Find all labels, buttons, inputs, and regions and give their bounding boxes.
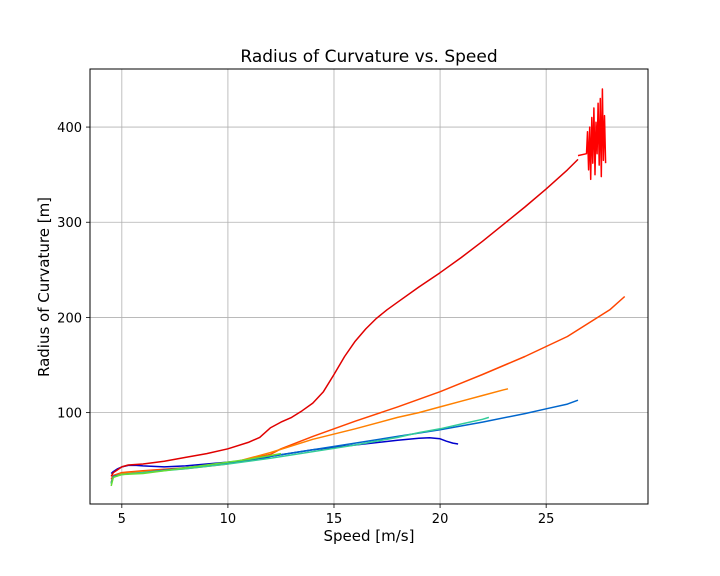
series-line-5 bbox=[110, 388, 509, 483]
y-tick-label: 400 bbox=[57, 121, 82, 136]
y-tick-label: 200 bbox=[57, 311, 82, 326]
grid bbox=[90, 69, 648, 504]
series-line-8 bbox=[110, 452, 282, 487]
x-axis-ticks: 5 10 15 20 25 bbox=[118, 504, 555, 527]
x-tick-label: 25 bbox=[538, 512, 555, 527]
chart-title: Radius of Curvature vs. Speed bbox=[240, 47, 497, 67]
y-tick-label: 100 bbox=[57, 407, 82, 422]
plot-frame bbox=[89, 68, 649, 505]
series-group bbox=[110, 88, 626, 487]
x-tick-label: 5 bbox=[118, 512, 126, 527]
y-tick-label: 300 bbox=[57, 216, 82, 231]
series-line-2 bbox=[110, 158, 579, 477]
series-line-3 bbox=[577, 88, 607, 181]
y-axis-ticks: 100 200 300 400 bbox=[57, 121, 90, 422]
y-axis-label: Radius of Curvature [m] bbox=[35, 197, 53, 377]
x-axis-label: Speed [m/s] bbox=[324, 527, 415, 545]
x-tick-label: 15 bbox=[326, 512, 343, 527]
x-tick-label: 10 bbox=[220, 512, 237, 527]
series-line-4 bbox=[110, 295, 626, 480]
x-tick-label: 20 bbox=[432, 512, 449, 527]
